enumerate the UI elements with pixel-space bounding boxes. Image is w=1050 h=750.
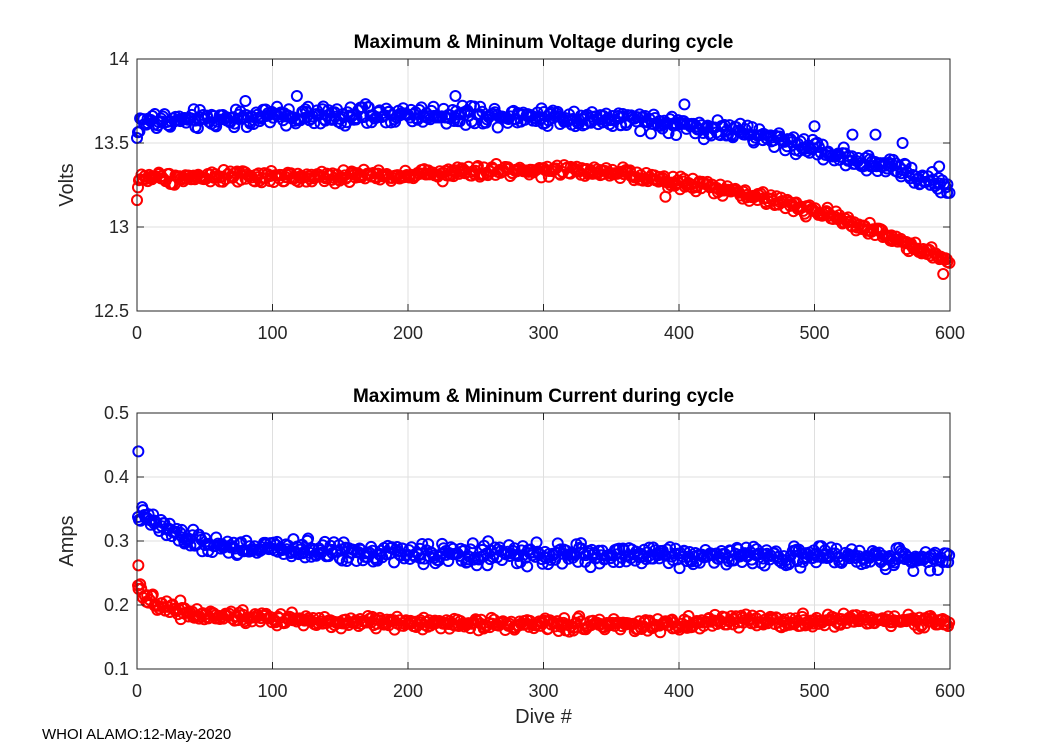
current-series-1-point <box>673 623 686 636</box>
voltage-y-axis-label: Volts <box>56 163 78 206</box>
voltage-y-tick-label: 12.5 <box>94 301 129 321</box>
current-x-tick-label: 300 <box>528 681 558 701</box>
voltage-series-0-point <box>290 89 303 102</box>
voltage-series-0-point <box>210 120 223 133</box>
current-series-0-point <box>466 537 479 550</box>
current-series-0-point <box>336 554 349 567</box>
current-series-1-point <box>236 604 249 617</box>
current-series-0-point <box>888 556 901 569</box>
current-series-0-point <box>942 556 955 569</box>
voltage-series-0-point <box>896 137 909 149</box>
voltage-series-0-point <box>768 140 781 153</box>
current-y-axis-label: Amps <box>56 515 78 566</box>
current-series-0-point <box>132 445 145 458</box>
voltage-x-tick-label: 400 <box>664 323 694 343</box>
voltage-series-1-point <box>659 190 672 203</box>
voltage-series-0-point <box>239 95 252 107</box>
voltage-x-tick-label: 500 <box>799 323 829 343</box>
voltage-x-tick-label: 200 <box>393 323 423 343</box>
current-x-tick-label: 100 <box>257 681 287 701</box>
current-series-0-point <box>521 560 534 573</box>
current-y-tick-label: 0.2 <box>104 595 129 615</box>
current-series-0-point <box>673 562 686 575</box>
voltage-series-1-point <box>943 256 956 269</box>
voltage-points <box>131 89 956 281</box>
current-ticks: 0 100 200 300 400 500 600 0.1 0.2 0.3 0.4 0.5 <box>104 403 965 701</box>
current-series-0-point <box>302 532 315 545</box>
voltage-series-0-point <box>449 89 462 102</box>
voltage-series-0-point <box>943 186 956 199</box>
voltage-series-0-point <box>869 128 882 141</box>
current-x-tick-label: 0 <box>132 681 142 701</box>
current-series-0-point <box>940 547 953 560</box>
current-series-0-point <box>643 541 656 554</box>
current-series-1-point <box>758 613 771 626</box>
voltage-series-0-point <box>191 122 204 135</box>
current-series-1-point <box>132 559 145 572</box>
voltage-series-0-point <box>359 98 372 111</box>
voltage-y-tick-label: 13.5 <box>94 133 129 153</box>
current-series-0-point <box>175 523 188 536</box>
voltage-series-0-point <box>606 120 619 133</box>
current-series-0-point <box>907 565 920 578</box>
voltage-series-0-point <box>837 141 850 154</box>
current-y-tick-label: 0.3 <box>104 531 129 551</box>
current-series-0-point <box>640 553 653 566</box>
voltage-x-tick-label: 600 <box>935 323 965 343</box>
current-x-axis-label: Dive # <box>515 706 573 728</box>
current-series-0-point <box>571 555 584 568</box>
voltage-chart: 0 100 200 300 400 500 600 12.5 13 13.5 14 Maximum … <box>56 32 965 343</box>
voltage-series-0-point <box>808 120 821 133</box>
current-x-tick-label: 400 <box>664 681 694 701</box>
voltage-series-0-point <box>678 98 691 111</box>
current-x-tick-label: 200 <box>393 681 423 701</box>
current-series-1-point <box>943 616 956 629</box>
voltage-series-0-point <box>634 125 647 138</box>
current-series-0-point <box>783 556 796 569</box>
voltage-series-0-point <box>187 103 200 116</box>
voltage-y-tick-label: 13 <box>109 217 129 237</box>
current-x-tick-label: 600 <box>935 681 965 701</box>
footer-stamp: WHOI ALAMO:12-May-2020 <box>42 726 232 743</box>
voltage-series-0-point <box>371 111 384 124</box>
voltage-x-tick-label: 100 <box>257 323 287 343</box>
voltage-series-0-point <box>746 121 759 134</box>
current-series-1-point <box>628 625 641 638</box>
current-series-0-point <box>551 537 564 550</box>
current-x-tick-label: 500 <box>799 681 829 701</box>
voltage-series-0-point <box>899 158 912 171</box>
current-series-0-point <box>227 536 240 549</box>
voltage-x-tick-label: 300 <box>528 323 558 343</box>
voltage-series-0-point <box>846 128 859 141</box>
voltage-y-tick-label: 14 <box>109 49 129 69</box>
voltage-series-0-point <box>546 104 559 117</box>
voltage-series-1-point <box>937 268 950 281</box>
voltage-series-0-point <box>350 112 363 125</box>
voltage-series-0-point <box>887 153 900 166</box>
current-chart-title: Maximum & Mininum Current during cycle <box>353 386 734 407</box>
voltage-ticks: 0 100 200 300 400 500 600 12.5 13 13.5 14 <box>94 49 965 343</box>
current-series-1-point <box>573 610 586 623</box>
current-series-0-point <box>481 559 494 572</box>
voltage-series-0-point <box>541 119 554 132</box>
voltage-series-0-point <box>240 121 253 134</box>
current-chart: 0 100 200 300 400 500 600 0.1 0.2 0.3 0.4 0.5 Maxim… <box>56 386 965 728</box>
voltage-series-0-point <box>941 178 954 191</box>
current-series-0-point <box>417 558 430 571</box>
current-series-0-point <box>943 549 956 562</box>
current-y-tick-label: 0.1 <box>104 659 129 679</box>
current-series-0-point <box>210 531 223 544</box>
current-series-0-point <box>924 564 937 577</box>
voltage-chart-title: Maximum & Mininum Voltage during cycle <box>354 32 734 53</box>
current-series-1-point <box>174 594 187 607</box>
voltage-series-0-point <box>933 160 946 173</box>
current-y-tick-label: 0.4 <box>104 467 129 487</box>
voltage-x-tick-label: 0 <box>132 323 142 343</box>
current-y-tick-label: 0.5 <box>104 403 129 423</box>
current-series-1-point <box>523 620 536 633</box>
current-points <box>132 445 956 639</box>
